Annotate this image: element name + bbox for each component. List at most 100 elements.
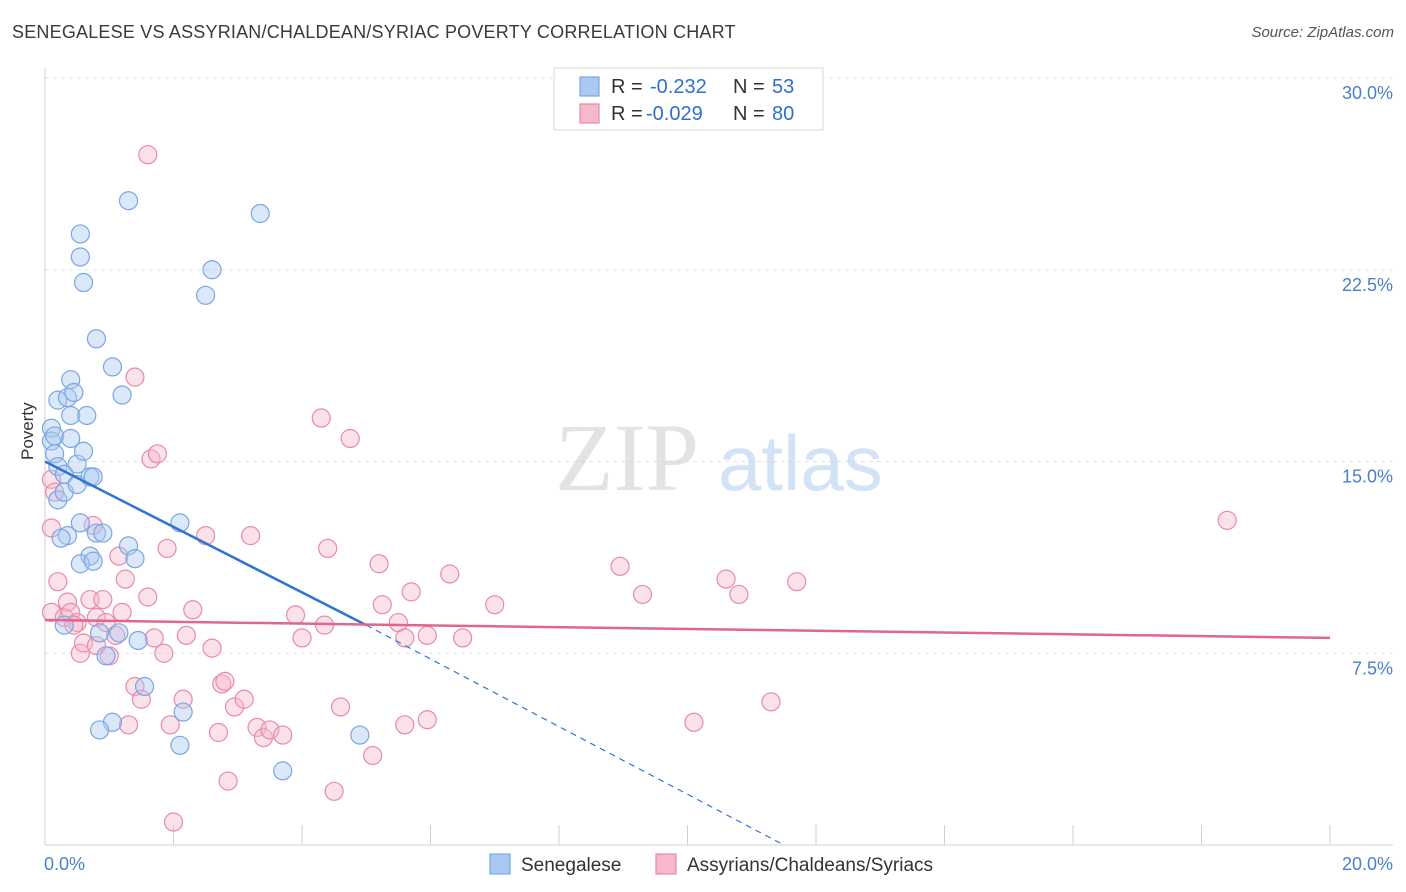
assyrians-point-17: [106, 625, 126, 645]
bottom-legend-swatch-blue: [489, 853, 511, 875]
assyrians-point-61: [395, 628, 415, 648]
senegalese-point-35: [250, 203, 270, 224]
legend-r-label-1: R =: [611, 76, 643, 98]
assyrians-point-48: [273, 725, 293, 745]
assyrians-point-30: [118, 715, 139, 735]
assyrians-point-58: [369, 554, 389, 574]
assyrians-point-69: [610, 556, 630, 576]
senegalese-point-51: [350, 725, 370, 745]
senegalese-point-49: [90, 720, 110, 740]
senegalese-point-30: [112, 385, 132, 405]
assyrians-point-57: [363, 745, 383, 766]
assyrians-point-79: [218, 771, 238, 791]
senegalese-point-1: [41, 431, 62, 451]
y-tick-label-2: 22.5%: [1342, 275, 1393, 295]
assyrians-point-39: [208, 722, 229, 743]
assyrians-trend-line: [44, 618, 1331, 640]
senegalese-point-36: [202, 260, 222, 280]
assyrians-point-51: [311, 408, 331, 428]
assyrians-point-64: [417, 625, 437, 645]
correlation-legend: R = -0.232 N = 53 R = -0.029 N = 80: [553, 67, 824, 131]
trend-lines: [44, 460, 1331, 846]
assyrians-point-71: [684, 712, 704, 732]
assyrians-point-43: [234, 689, 254, 709]
senegalese-point-28: [86, 329, 107, 349]
x-tick-label-1: 20.0%: [1342, 854, 1393, 874]
source-label: Source: ZipAtlas.com: [1251, 24, 1394, 41]
senegalese-point-45: [96, 646, 116, 666]
y-tick-label-1: 15.0%: [1342, 467, 1393, 487]
senegalese-point-50: [170, 735, 190, 755]
assyrians-point-67: [453, 628, 473, 648]
senegalese-point-32: [70, 224, 90, 244]
assyrians-point-53: [318, 538, 338, 559]
assyrians-point-70: [632, 584, 653, 605]
senegalese-point-46: [134, 676, 155, 697]
senegalese-point-18: [64, 382, 84, 403]
senegalese-point-5: [45, 426, 65, 446]
senegalese-point-43: [109, 623, 129, 643]
assyrians-point-63: [401, 582, 421, 602]
assyrians-point-74: [761, 692, 781, 712]
assyrians-point-19: [112, 602, 132, 622]
assyrians-point-20: [115, 569, 135, 589]
assyrians-point-68: [485, 595, 505, 615]
senegalese-point-24: [93, 523, 113, 543]
legend-swatch-blue: [579, 76, 600, 97]
assyrians-point-40: [212, 674, 232, 694]
x-tick-label-0: 0.0%: [44, 854, 85, 874]
series-legend: Senegalese Assyrians/Chaldeans/Syriacs: [489, 853, 933, 876]
senegalese-point-22: [51, 528, 71, 548]
assyrians-point-15: [93, 589, 113, 610]
senegalese-point-34: [118, 191, 139, 211]
senegalese-point-27: [83, 551, 103, 571]
senegalese-trend-line: [44, 460, 367, 627]
assyrians-point-54: [324, 781, 344, 801]
senegalese-point-9: [61, 405, 81, 426]
series-senegalese-points: [41, 191, 370, 781]
assyrians-point-55: [330, 697, 351, 717]
senegalese-point-41: [54, 615, 74, 635]
assyrians-point-50: [292, 628, 312, 648]
assyrians-point-78: [163, 812, 184, 832]
assyrians-point-2: [41, 518, 62, 538]
senegalese-point-39: [125, 549, 145, 569]
assyrians-point-6: [57, 592, 78, 612]
legend-n-value-1: 53: [772, 76, 794, 98]
assyrians-point-47: [260, 720, 280, 740]
assyrians-point-1: [45, 482, 65, 502]
assyrians-point-29: [131, 689, 151, 709]
watermark-atlas: atlas: [718, 419, 883, 507]
assyrians-point-32: [154, 643, 174, 663]
legend-r-value-1: -0.232: [650, 76, 707, 98]
assyrians-point-65: [417, 710, 437, 730]
assyrians-point-21: [109, 546, 129, 566]
legend-n-label-2: N =: [733, 103, 765, 125]
legend-r-value-2: -0.029: [646, 103, 703, 125]
senegalese-point-52: [273, 761, 293, 781]
bottom-legend-assyrians: Assyrians/Chaldeans/Syriacs: [687, 855, 933, 876]
assyrians-point-49: [285, 605, 306, 625]
y-tick-label-3: 30.0%: [1342, 83, 1393, 103]
y-tick-label-0: 7.5%: [1352, 658, 1393, 678]
assyrians-point-72: [716, 569, 736, 589]
assyrians-point-42: [224, 697, 245, 717]
assyrians-point-16: [96, 612, 116, 633]
assyrians-point-24: [141, 449, 161, 469]
senegalese-point-19: [77, 405, 97, 426]
assyrians-point-27: [157, 538, 177, 559]
axes: [44, 68, 1393, 846]
assyrians-point-25: [147, 444, 168, 464]
senegalese-point-14: [73, 441, 94, 461]
senegalese-point-33: [73, 272, 94, 293]
assyrians-point-36: [183, 600, 203, 620]
watermark: ZIP atlas: [555, 404, 883, 511]
assyrians-point-62: [395, 715, 415, 735]
bottom-legend-senegalese: Senegalese: [521, 855, 621, 876]
senegalese-point-20: [70, 513, 90, 533]
assyrians-point-10: [70, 643, 90, 663]
legend-n-value-2: 80: [772, 103, 794, 125]
senegalese-point-4: [48, 490, 68, 510]
senegalese-point-23: [86, 523, 107, 543]
